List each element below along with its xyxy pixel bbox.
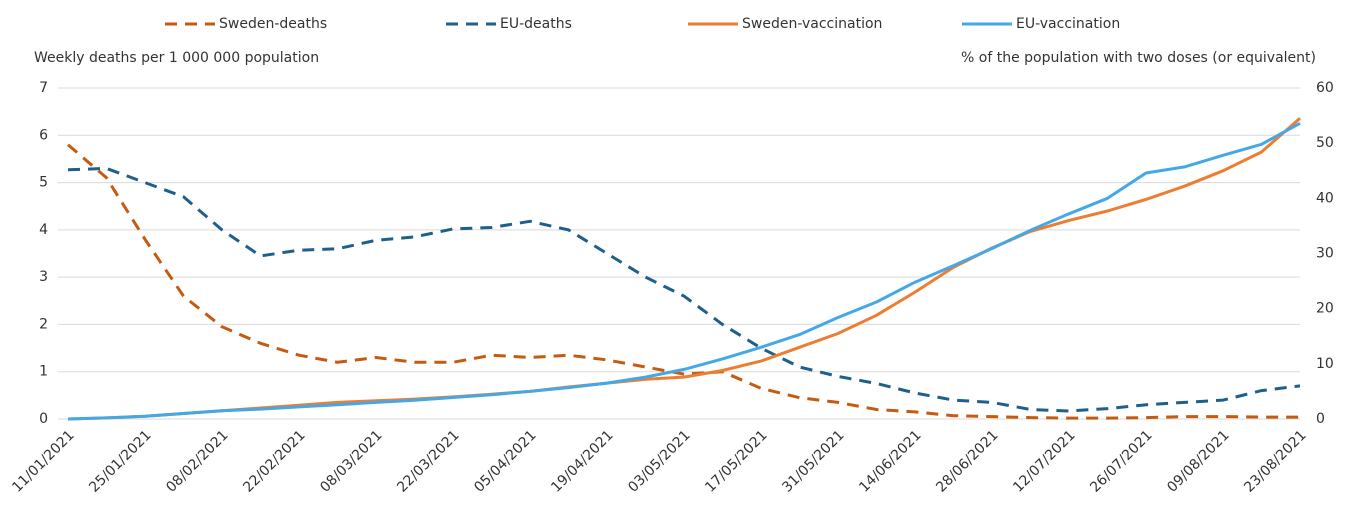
y-tick-label: 4 xyxy=(39,222,48,238)
y-tick-label: 0 xyxy=(39,411,48,427)
y2-tick-label: 10 xyxy=(1316,356,1334,372)
y-tick-label: 2 xyxy=(39,316,48,332)
y-tick-label: 1 xyxy=(39,364,48,380)
line xyxy=(67,143,1300,420)
y-axis-title: Weekly deaths per 1 000 000 population xyxy=(34,50,319,66)
x-tick-label: 03/05/2021 xyxy=(625,427,693,495)
line xyxy=(67,121,1301,421)
y2-tick-label: 40 xyxy=(1316,190,1334,206)
y2-tick-label: 50 xyxy=(1316,135,1334,151)
x-tick-label: 22/03/2021 xyxy=(394,427,462,495)
x-tick-label: 11/01/2021 xyxy=(9,427,77,495)
legend-label: EU-deaths xyxy=(500,16,572,32)
x-tick-label: 28/06/2021 xyxy=(933,427,1001,495)
x-tick-label: 12/07/2021 xyxy=(1010,427,1078,495)
y-tick-label: 5 xyxy=(39,175,48,191)
y2-tick-label: 30 xyxy=(1316,246,1334,262)
y2-tick-label: 60 xyxy=(1316,80,1334,96)
x-tick-label: 14/06/2021 xyxy=(856,427,924,495)
x-tick-label: 17/05/2021 xyxy=(702,427,770,495)
x-tick-label: 23/08/2021 xyxy=(1241,427,1309,495)
legend-label: Sweden-deaths xyxy=(219,16,327,32)
y2-tick-label: 0 xyxy=(1316,411,1325,427)
x-tick-label: 08/03/2021 xyxy=(317,427,385,495)
legend-label: EU-vaccination xyxy=(1016,16,1120,32)
y2-axis-title: % of the population with two doses (or e… xyxy=(961,50,1316,66)
x-tick-label: 25/01/2021 xyxy=(86,427,154,495)
line xyxy=(67,166,1301,413)
x-tick-label: 05/04/2021 xyxy=(471,427,539,495)
x-tick-label: 31/05/2021 xyxy=(779,427,847,495)
y2-tick-label: 20 xyxy=(1316,301,1334,317)
x-tick-label: 26/07/2021 xyxy=(1087,427,1155,495)
legend-label: Sweden-vaccination xyxy=(742,16,882,32)
x-tick-label: 09/08/2021 xyxy=(1164,427,1232,495)
y-tick-label: 7 xyxy=(39,80,48,96)
x-tick-label: 08/02/2021 xyxy=(163,427,231,495)
x-tick-label: 19/04/2021 xyxy=(548,427,616,495)
x-tick-label: 22/02/2021 xyxy=(240,427,308,495)
y-tick-label: 6 xyxy=(39,127,48,143)
y-tick-label: 3 xyxy=(39,269,48,285)
